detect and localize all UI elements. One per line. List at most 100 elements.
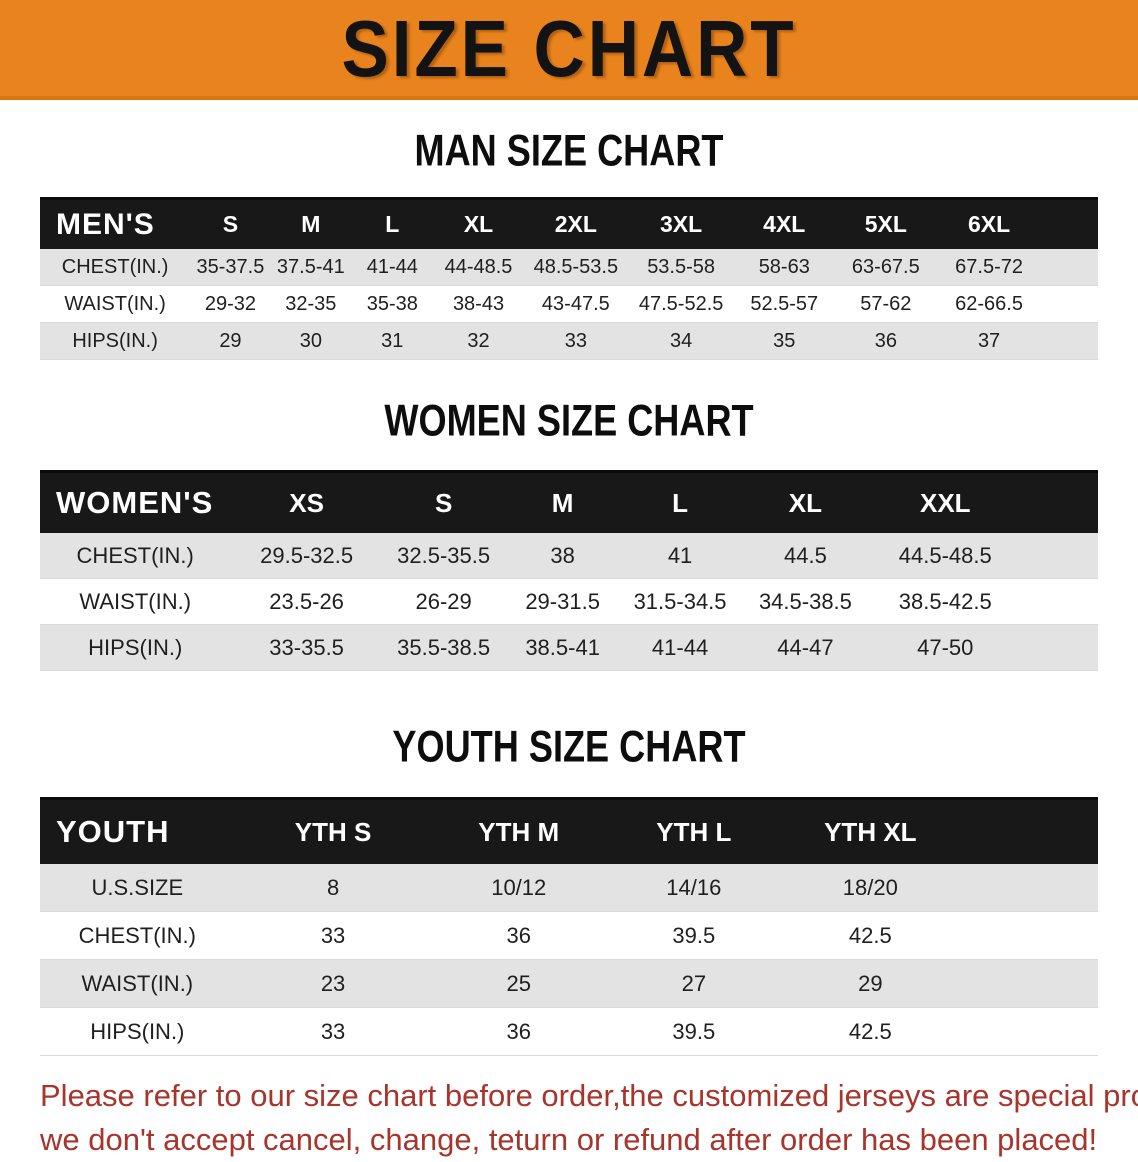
size-value-cell: 44.5-48.5: [871, 533, 1098, 579]
size-value-cell: 36: [431, 1007, 607, 1056]
size-value-cell: 33: [234, 1007, 432, 1056]
men-header-row: MEN'S S M L XL 2XL 3XL 4XL 5XL 6XL: [40, 198, 1098, 249]
women-header-row: WOMEN'S XS S M L XL XXL: [40, 471, 1098, 533]
size-value-cell: 36: [431, 911, 607, 960]
men-size-header: 6XL: [937, 198, 1098, 249]
men-size-header: 2XL: [523, 198, 629, 249]
size-value-cell: 52.5-57: [734, 285, 835, 323]
size-value-cell: 67.5-72: [937, 249, 1098, 286]
youth-header-row: YOUTH YTH S YTH M YTH L YTH XL: [40, 798, 1098, 864]
size-value-cell: 62-66.5: [937, 285, 1098, 323]
size-value-cell: 41-44: [620, 624, 740, 671]
size-value-cell: 32: [433, 322, 524, 360]
size-value-cell: 35-38: [351, 285, 434, 323]
size-value-cell: 31.5-34.5: [620, 578, 740, 625]
women-size-header: S: [382, 471, 505, 533]
size-value-cell: 38: [504, 533, 621, 579]
youth-size-header: YTH XL: [781, 798, 1098, 864]
youth-size-header: YTH M: [431, 798, 607, 864]
size-value-cell: 29-31.5: [504, 578, 621, 625]
size-value-cell: 29: [781, 959, 1098, 1008]
size-value-cell: 29-32: [190, 285, 271, 323]
size-value-cell: 37.5-41: [270, 249, 352, 286]
size-value-cell: 39.5: [606, 911, 782, 960]
row-label-cell: WAIST(IN.): [40, 578, 231, 625]
size-value-cell: 47-50: [871, 624, 1098, 671]
size-value-cell: 33: [523, 322, 629, 360]
disclaimer-line-1: Please refer to our size chart before or…: [40, 1078, 1138, 1113]
size-value-cell: 39.5: [606, 1007, 782, 1056]
women-hips-row: HIPS(IN.) 33-35.5 35.5-38.5 38.5-41 41-4…: [40, 624, 1098, 671]
size-value-cell: 38.5-41: [504, 624, 621, 671]
size-value-cell: 27: [606, 959, 782, 1008]
youth-size-table: YOUTH YTH S YTH M YTH L YTH XL U.S.SIZE …: [40, 797, 1098, 1056]
size-value-cell: 29.5-32.5: [230, 533, 383, 579]
women-size-header: XS: [230, 471, 383, 533]
banner-title: SIZE CHART: [341, 3, 797, 93]
size-value-cell: 37: [937, 322, 1098, 360]
youth-header-label: YOUTH: [40, 798, 235, 864]
size-value-cell: 32-35: [270, 285, 352, 323]
disclaimer: Please refer to our size chart before or…: [40, 1074, 1138, 1162]
size-value-cell: 42.5: [781, 911, 1098, 960]
size-value-cell: 35.5-38.5: [382, 624, 505, 671]
women-size-table: WOMEN'S XS S M L XL XXL CHEST(IN.) 29.5-…: [40, 470, 1098, 671]
women-chest-row: CHEST(IN.) 29.5-32.5 32.5-35.5 38 41 44.…: [40, 533, 1098, 579]
youth-hips-row: HIPS(IN.) 33 36 39.5 42.5: [40, 1007, 1098, 1056]
youth-waist-row: WAIST(IN.) 23 25 27 29: [40, 959, 1098, 1008]
men-header-label: MEN'S: [40, 198, 191, 249]
size-value-cell: 14/16: [606, 864, 782, 912]
size-value-cell: 63-67.5: [834, 249, 938, 286]
size-value-cell: 34.5-38.5: [739, 578, 872, 625]
men-size-header: S: [190, 198, 271, 249]
size-value-cell: 36: [834, 322, 938, 360]
row-label-cell: CHEST(IN.): [40, 249, 191, 286]
size-value-cell: 33: [234, 911, 432, 960]
size-value-cell: 57-62: [834, 285, 938, 323]
men-hips-row: HIPS(IN.) 29 30 31 32 33 34 35 36 37: [40, 322, 1098, 360]
men-chest-row: CHEST(IN.) 35-37.5 37.5-41 41-44 44-48.5…: [40, 249, 1098, 286]
size-chart-banner: SIZE CHART: [0, 0, 1138, 100]
man-size-chart-title: MAN SIZE CHART: [414, 125, 724, 176]
youth-size-header: YTH S: [234, 798, 432, 864]
size-value-cell: 10/12: [431, 864, 607, 912]
men-size-header: 4XL: [734, 198, 835, 249]
size-value-cell: 23: [234, 959, 432, 1008]
size-value-cell: 26-29: [382, 578, 505, 625]
size-value-cell: 38-43: [433, 285, 524, 323]
size-value-cell: 8: [234, 864, 432, 912]
men-size-header: M: [270, 198, 352, 249]
size-value-cell: 47.5-52.5: [628, 285, 735, 323]
size-value-cell: 44-48.5: [433, 249, 524, 286]
women-waist-row: WAIST(IN.) 23.5-26 26-29 29-31.5 31.5-34…: [40, 578, 1098, 625]
size-value-cell: 58-63: [734, 249, 835, 286]
women-size-header: M: [504, 471, 621, 533]
men-size-header: 5XL: [834, 198, 938, 249]
youth-chest-row: CHEST(IN.) 33 36 39.5 42.5: [40, 911, 1098, 960]
size-value-cell: 32.5-35.5: [382, 533, 505, 579]
size-value-cell: 44-47: [739, 624, 872, 671]
men-waist-row: WAIST(IN.) 29-32 32-35 35-38 38-43 43-47…: [40, 285, 1098, 323]
row-label-cell: HIPS(IN.): [40, 322, 191, 360]
youth-size-chart-title: YOUTH SIZE CHART: [392, 721, 746, 772]
size-value-cell: 18/20: [781, 864, 1098, 912]
youth-ussize-row: U.S.SIZE 8 10/12 14/16 18/20: [40, 864, 1098, 912]
size-value-cell: 31: [351, 322, 434, 360]
size-value-cell: 53.5-58: [628, 249, 735, 286]
row-label-cell: CHEST(IN.): [40, 911, 235, 960]
size-value-cell: 41-44: [351, 249, 434, 286]
women-size-chart-title: WOMEN SIZE CHART: [384, 395, 754, 446]
size-value-cell: 23.5-26: [230, 578, 383, 625]
disclaimer-line-2: we don't accept cancel, change, teturn o…: [40, 1122, 1098, 1158]
size-value-cell: 29: [190, 322, 271, 360]
size-value-cell: 48.5-53.5: [523, 249, 629, 286]
women-header-label: WOMEN'S: [40, 471, 231, 533]
size-value-cell: 42.5: [781, 1007, 1098, 1056]
youth-size-header: YTH L: [606, 798, 782, 864]
size-value-cell: 35-37.5: [190, 249, 271, 286]
men-size-table: MEN'S S M L XL 2XL 3XL 4XL 5XL 6XL CHEST…: [40, 197, 1098, 360]
men-size-header: 3XL: [628, 198, 735, 249]
row-label-cell: WAIST(IN.): [40, 959, 235, 1008]
men-size-header: XL: [433, 198, 524, 249]
men-size-header: L: [351, 198, 434, 249]
